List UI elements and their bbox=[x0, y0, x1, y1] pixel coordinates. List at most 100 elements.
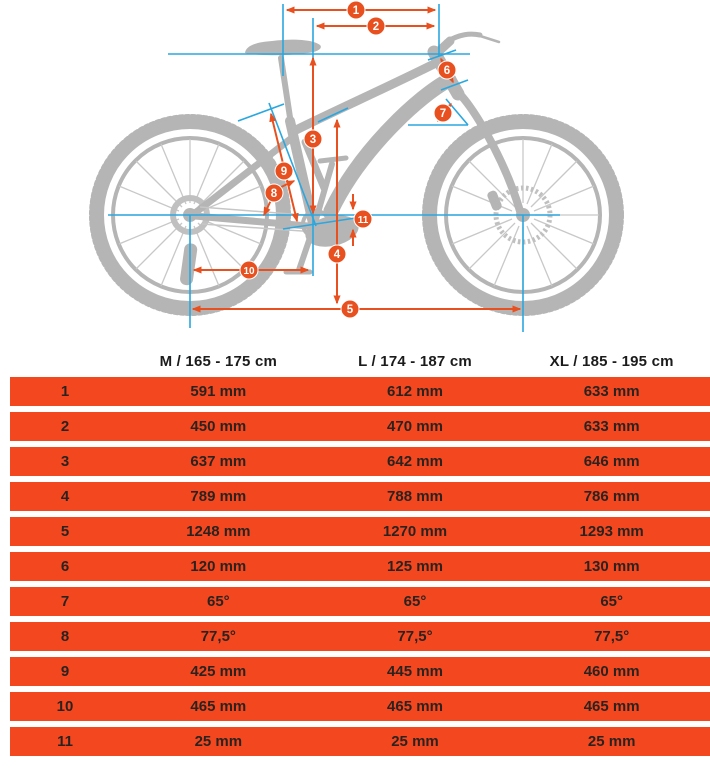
row-number: 2 bbox=[60, 418, 70, 435]
value-l: 612 mm bbox=[387, 383, 443, 400]
value-xl: 633 mm bbox=[583, 418, 640, 435]
brake-lever bbox=[475, 33, 501, 44]
table-row-9: 9 425 mm 445 mm 460 mm bbox=[10, 657, 710, 686]
chain bbox=[201, 223, 317, 233]
value-m: 591 mm bbox=[190, 383, 247, 400]
value-xl: 646 mm bbox=[583, 453, 640, 470]
value-l: 470 mm bbox=[387, 418, 443, 435]
marker-label-1: 1 bbox=[353, 5, 360, 17]
dimension-10: 10 bbox=[192, 260, 310, 280]
rear-derailleur bbox=[180, 243, 198, 286]
guide-lines bbox=[108, 4, 560, 332]
row-number: 11 bbox=[57, 733, 73, 750]
marker-label-5: 5 bbox=[347, 304, 354, 316]
handlebar bbox=[443, 31, 483, 45]
marker-label-11: 11 bbox=[358, 215, 369, 226]
size-column-header-l: L / 174 - 187 cm bbox=[358, 352, 472, 370]
value-xl: 1293 mm bbox=[579, 523, 644, 540]
fork bbox=[451, 86, 524, 215]
dimension-annotations: 1 2 3 4 5 bbox=[191, 0, 522, 319]
headtube-bottom-tick bbox=[440, 79, 469, 91]
marker-label-8: 8 bbox=[271, 188, 278, 200]
dimension-5: 5 bbox=[191, 299, 522, 319]
row-number: 3 bbox=[60, 453, 70, 470]
table-row-10: 10 465 mm 465 mm 465 mm bbox=[10, 692, 710, 721]
table-row-11: 11 25 mm 25 mm 25 mm bbox=[10, 727, 710, 756]
row-number: 6 bbox=[60, 558, 70, 575]
marker-label-4: 4 bbox=[334, 249, 341, 261]
row-number: 9 bbox=[60, 663, 70, 680]
marker-label-3: 3 bbox=[310, 134, 316, 146]
value-m: 465 mm bbox=[190, 698, 247, 715]
top-tube bbox=[289, 58, 441, 136]
value-l: 465 mm bbox=[387, 698, 443, 715]
table-row-5: 5 1248 mm 1270 mm 1293 mm bbox=[10, 517, 710, 546]
value-xl: 786 mm bbox=[583, 488, 640, 505]
bike-silhouette bbox=[89, 31, 624, 316]
size-column-header-m: M / 165 - 175 cm bbox=[159, 352, 278, 370]
table-header-row: M / 165 - 175 cm L / 174 - 187 cm XL / 1… bbox=[10, 349, 710, 373]
down-tube bbox=[323, 72, 457, 219]
table-row-8: 8 77,5° 77,5° 77,5° bbox=[10, 622, 710, 651]
value-m: 1248 mm bbox=[186, 523, 251, 540]
dimension-6: 6 bbox=[437, 57, 457, 84]
value-xl: 77,5° bbox=[594, 628, 630, 645]
table-row-7: 7 65° 65° 65° bbox=[10, 587, 710, 616]
value-m: 25 mm bbox=[194, 733, 243, 750]
row-number: 7 bbox=[60, 593, 70, 610]
dimension-9: 9 bbox=[269, 112, 299, 223]
marker-label-9: 9 bbox=[281, 166, 287, 178]
dimension-3: 3 bbox=[303, 56, 323, 215]
value-xl: 65° bbox=[600, 593, 623, 610]
value-m: 789 mm bbox=[190, 488, 247, 505]
bb-guide-line bbox=[282, 216, 363, 230]
crank-arm bbox=[312, 161, 335, 226]
bike-geometry-diagram: 1 2 3 4 5 bbox=[89, 0, 624, 332]
dimension-4: 4 bbox=[327, 118, 347, 305]
row-number: 5 bbox=[60, 523, 70, 540]
table-row-4: 4 789 mm 788 mm 786 mm bbox=[10, 482, 710, 511]
headtube-top-tick bbox=[427, 49, 457, 61]
table-row-1: 1 591 mm 612 mm 633 mm bbox=[10, 377, 710, 406]
dimension-1: 1 bbox=[285, 0, 437, 20]
row-number: 1 bbox=[60, 383, 70, 400]
marker-label-10: 10 bbox=[243, 266, 255, 277]
value-m: 637 mm bbox=[190, 453, 247, 470]
value-l: 1270 mm bbox=[382, 523, 448, 540]
table-row-2: 2 450 mm 470 mm 633 mm bbox=[10, 412, 710, 441]
seat-tube-top-tick bbox=[237, 103, 285, 122]
value-l: 125 mm bbox=[387, 558, 443, 575]
geometry-size-table: M / 165 - 175 cm L / 174 - 187 cm XL / 1… bbox=[0, 349, 710, 756]
value-xl: 130 mm bbox=[583, 558, 640, 575]
table-row-6: 6 120 mm 125 mm 130 mm bbox=[10, 552, 710, 581]
value-xl: 465 mm bbox=[583, 698, 640, 715]
value-m: 450 mm bbox=[190, 418, 247, 435]
dimension-7: 7 bbox=[433, 102, 453, 123]
chain-stay bbox=[191, 212, 312, 230]
value-l: 445 mm bbox=[387, 663, 443, 680]
table-row-3: 3 637 mm 642 mm 646 mm bbox=[10, 447, 710, 476]
value-m: 65° bbox=[206, 593, 230, 610]
value-l: 65° bbox=[403, 593, 427, 610]
standover-tick bbox=[317, 107, 349, 123]
size-column-header-xl: XL / 185 - 195 cm bbox=[549, 352, 674, 370]
marker-label-6: 6 bbox=[444, 65, 450, 77]
value-m: 120 mm bbox=[190, 558, 247, 575]
value-xl: 25 mm bbox=[587, 733, 636, 750]
value-m: 425 mm bbox=[190, 663, 247, 680]
row-number: 10 bbox=[56, 698, 74, 715]
value-l: 642 mm bbox=[387, 453, 443, 470]
table-body: 1 591 mm 612 mm 633 mm 2 450 mm 470 mm 6… bbox=[0, 377, 710, 756]
value-xl: 460 mm bbox=[583, 663, 640, 680]
row-number: 8 bbox=[60, 628, 70, 645]
value-l: 788 mm bbox=[387, 488, 443, 505]
row-number: 4 bbox=[60, 488, 70, 505]
value-l: 25 mm bbox=[391, 733, 439, 750]
dimension-11: 11 bbox=[349, 194, 373, 246]
pedal bbox=[317, 155, 349, 164]
value-m: 77,5° bbox=[200, 628, 236, 645]
dimension-2: 2 bbox=[315, 16, 436, 36]
brake-caliper bbox=[487, 190, 502, 211]
marker-label-7: 7 bbox=[440, 108, 446, 120]
